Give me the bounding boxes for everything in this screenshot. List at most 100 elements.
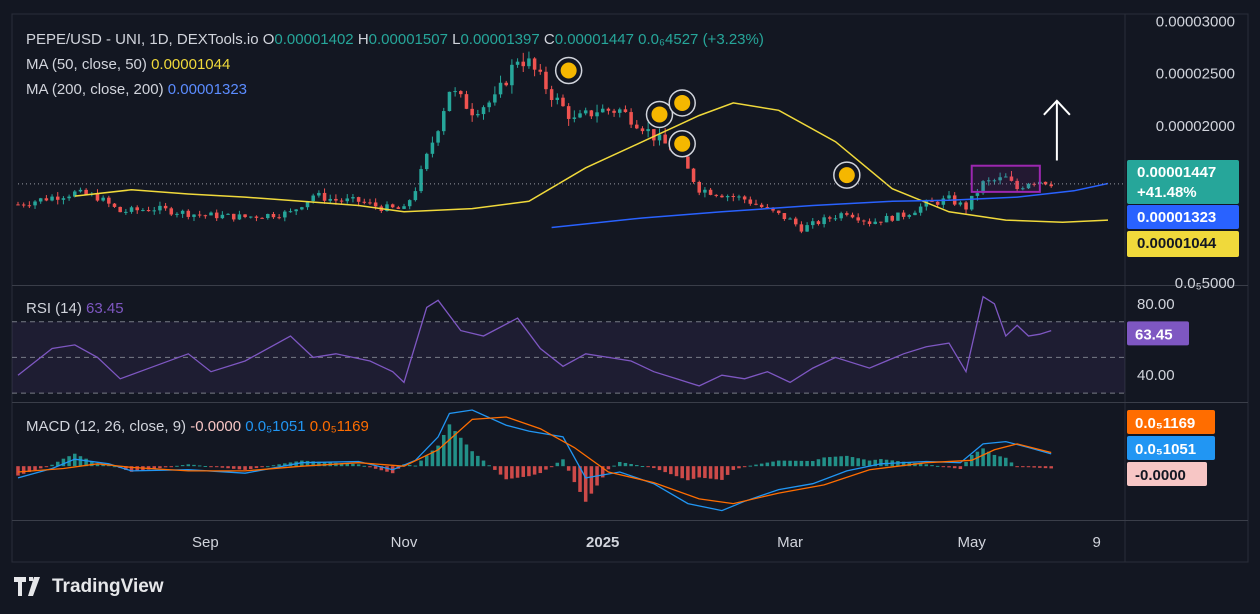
- candle-body: [180, 210, 185, 214]
- macd-histogram-bar: [33, 466, 37, 471]
- money-bag-icon: [674, 94, 691, 111]
- macd-histogram-bar: [424, 455, 429, 467]
- macd-histogram-bar: [50, 464, 54, 467]
- candle-body: [748, 199, 753, 204]
- candle-body: [589, 110, 594, 117]
- macd-histogram-bar: [714, 466, 719, 480]
- macd-histogram-bar: [101, 463, 105, 467]
- candle-body: [850, 214, 855, 218]
- macd-histogram-bar: [175, 465, 179, 467]
- macd-histogram-bar: [135, 466, 139, 472]
- candle-body: [998, 177, 1002, 181]
- ma200-badge-text: 0.00001323: [1137, 209, 1216, 226]
- macd-histogram-bar: [652, 466, 656, 469]
- macd-histogram-bar: [759, 463, 764, 467]
- candle-body: [958, 202, 963, 205]
- candle-body: [504, 82, 508, 86]
- candle-body: [606, 108, 611, 111]
- macd-histogram-bar: [935, 465, 940, 467]
- macd-histogram-bar: [21, 466, 26, 474]
- event-marker: [554, 56, 583, 85]
- macd-histogram-bar: [504, 466, 508, 480]
- macd-histogram-bar: [436, 445, 440, 467]
- candle-body: [1043, 181, 1048, 185]
- macd-hist-badge-text: -0.0000: [1135, 467, 1186, 484]
- macd-histogram-bar: [958, 466, 963, 469]
- candle-body: [833, 218, 838, 220]
- macd-histogram-bar: [27, 466, 32, 472]
- macd-histogram-bar: [930, 465, 934, 467]
- candle-body: [708, 189, 713, 195]
- macd-histogram-bar: [124, 466, 128, 470]
- macd-histogram-bar: [73, 453, 77, 467]
- candle-body: [986, 180, 991, 182]
- price-axis-tick: 0.00002500: [1156, 66, 1235, 83]
- candle-body: [538, 69, 543, 72]
- macd-histogram-bar: [510, 466, 514, 479]
- ma50-legend-label: MA (50, close, 50): [26, 56, 151, 73]
- candle-body: [879, 221, 883, 223]
- macd-histogram-bar: [180, 465, 185, 467]
- candle-body: [782, 213, 787, 220]
- macd-histogram-bar: [373, 466, 378, 469]
- macd-histogram-bar: [356, 464, 361, 467]
- candle-body: [776, 210, 781, 214]
- candle-body: [436, 131, 440, 143]
- ma50-badge-bg: [1127, 231, 1239, 257]
- macd-histogram-bar: [476, 455, 480, 467]
- macd-histogram-bar: [447, 424, 452, 467]
- candle-body: [640, 128, 645, 132]
- candle-body: [277, 217, 281, 219]
- candle-body: [294, 209, 298, 212]
- ma50-badge-text: 0.00001044: [1137, 235, 1217, 252]
- macd-legend-hist: -0.0000: [190, 418, 245, 435]
- rsi-value-badge: [1127, 321, 1189, 346]
- candle-body: [317, 192, 321, 196]
- macd-histogram-bar: [243, 466, 247, 470]
- candle-body: [691, 168, 696, 182]
- macd-legend-signal: 0.0₅1169: [310, 418, 369, 435]
- macd-histogram-bar: [640, 466, 645, 468]
- candle-body: [38, 198, 43, 202]
- candle-body: [754, 203, 758, 205]
- candle-body: [356, 197, 361, 202]
- candle-body: [975, 193, 980, 196]
- candlestick-series: [16, 51, 1053, 234]
- candle-body: [305, 201, 310, 208]
- macd-histogram-bar: [464, 444, 469, 467]
- macd-histogram-bar: [1038, 466, 1042, 468]
- macd-value-badge-text: 0.0₅1051: [1135, 441, 1196, 458]
- macd-histogram-bar: [555, 462, 560, 467]
- macd-histogram-bar: [850, 457, 855, 467]
- candle-body: [600, 108, 605, 113]
- candle-body: [464, 94, 469, 109]
- candle-body: [901, 212, 906, 217]
- macd-histogram-bar: [266, 466, 270, 468]
- macd-histogram-bar: [720, 466, 724, 480]
- candle-body: [351, 197, 355, 199]
- candle-body: [799, 224, 804, 232]
- macd-histogram-bar: [362, 465, 367, 467]
- macd-histogram-bar: [896, 461, 900, 467]
- candle-body: [430, 142, 435, 154]
- time-axis-label: Nov: [391, 534, 418, 551]
- candle-body: [220, 214, 225, 219]
- macd-histogram-bar: [55, 461, 60, 467]
- candle-body: [566, 106, 571, 119]
- candle-body: [1021, 188, 1025, 190]
- candle-body: [192, 214, 196, 217]
- candle-body: [862, 220, 866, 222]
- macd-histogram-bar: [283, 463, 287, 467]
- macd-histogram-bar: [833, 456, 838, 467]
- candle-body: [362, 201, 367, 203]
- macd-histogram-bar: [470, 451, 474, 467]
- macd-histogram-bar: [44, 466, 49, 468]
- candle-body: [152, 210, 157, 212]
- candle-body: [1049, 184, 1053, 187]
- macd-histogram-bar: [78, 456, 83, 467]
- candle-body: [578, 113, 582, 118]
- candle-body: [453, 91, 457, 93]
- macd-histogram-bar: [992, 454, 997, 467]
- macd-histogram-bar: [527, 466, 531, 477]
